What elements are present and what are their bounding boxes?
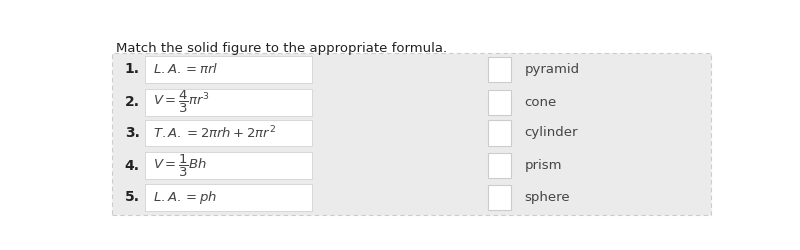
Text: 3.: 3. [125, 126, 140, 140]
Text: cone: cone [525, 96, 557, 109]
Text: cylinder: cylinder [525, 126, 578, 140]
Text: $L.A.=ph$: $L.A.=ph$ [153, 189, 217, 206]
FancyBboxPatch shape [487, 57, 511, 82]
Text: sphere: sphere [525, 191, 570, 204]
Text: prism: prism [525, 159, 562, 172]
FancyBboxPatch shape [487, 90, 511, 115]
FancyBboxPatch shape [145, 152, 312, 179]
FancyBboxPatch shape [112, 53, 710, 215]
Text: $L.A.=\pi rl$: $L.A.=\pi rl$ [153, 62, 218, 76]
FancyBboxPatch shape [487, 120, 511, 146]
Text: 4.: 4. [125, 159, 140, 173]
Text: pyramid: pyramid [525, 63, 580, 76]
FancyBboxPatch shape [145, 56, 312, 83]
FancyBboxPatch shape [487, 153, 511, 178]
Text: 2.: 2. [125, 95, 140, 109]
FancyBboxPatch shape [145, 120, 312, 146]
Text: 5.: 5. [125, 190, 140, 204]
FancyBboxPatch shape [145, 89, 312, 116]
FancyBboxPatch shape [487, 185, 511, 210]
Text: $V=\dfrac{4}{3}\pi r^3$: $V=\dfrac{4}{3}\pi r^3$ [153, 89, 210, 115]
Text: Match the solid figure to the appropriate formula.: Match the solid figure to the appropriat… [115, 42, 446, 54]
Text: 1.: 1. [125, 62, 140, 76]
Text: $V=\dfrac{1}{3}Bh$: $V=\dfrac{1}{3}Bh$ [153, 153, 206, 179]
FancyBboxPatch shape [145, 184, 312, 211]
Text: $T.A.=2\pi rh+2\pi r^2$: $T.A.=2\pi rh+2\pi r^2$ [153, 125, 276, 141]
